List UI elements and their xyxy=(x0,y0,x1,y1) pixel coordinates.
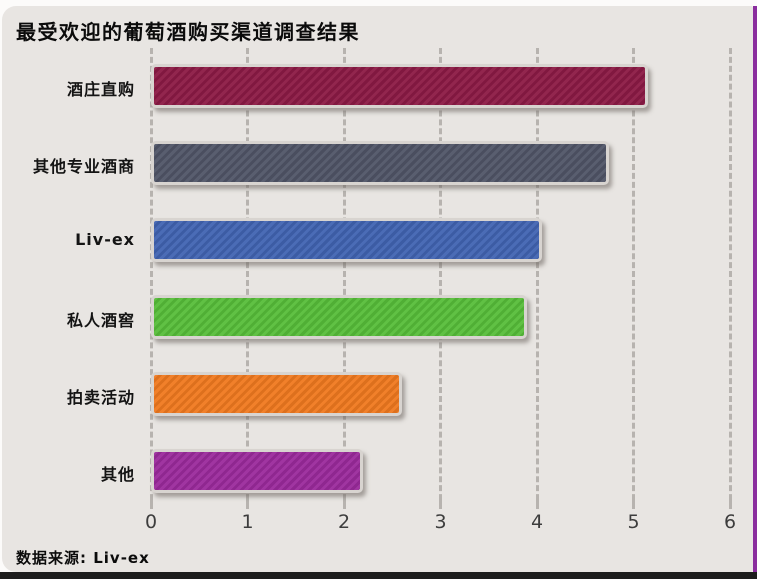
gridline xyxy=(246,48,249,509)
bar-row xyxy=(151,279,730,356)
chart-card: 最受欢迎的葡萄酒购买渠道调查结果 酒庄直购其他专业酒商 Liv-ex 私人酒窖拍卖活… xyxy=(2,6,753,572)
gridline xyxy=(439,48,442,509)
bar-4 xyxy=(151,294,528,339)
axis-tick xyxy=(149,497,153,509)
bar-6 xyxy=(151,448,364,493)
gridline xyxy=(149,48,153,509)
axis-tick-label: 0 xyxy=(144,511,158,533)
gridline xyxy=(632,48,635,509)
bar-5 xyxy=(151,371,402,416)
axis-tick-label: 4 xyxy=(530,511,544,533)
category-label: 私人酒窖 xyxy=(66,310,135,330)
axis-tick xyxy=(728,497,732,509)
bar-row xyxy=(151,432,730,509)
category-labels: 酒庄直购其他专业酒商 Liv-ex 私人酒窖拍卖活动其他 xyxy=(2,48,143,509)
category-label: 酒庄直购 xyxy=(66,80,135,100)
bar-row xyxy=(151,355,730,432)
chart-title: 最受欢迎的葡萄酒购买渠道调查结果 xyxy=(16,20,360,44)
plot-area xyxy=(149,48,732,509)
axis-tick-label: 3 xyxy=(434,511,447,533)
bar-row xyxy=(151,48,730,125)
axis-tick-label: 2 xyxy=(337,511,351,533)
bar-row xyxy=(151,202,730,279)
bottom-band xyxy=(0,572,757,579)
axis-tick-label: 6 xyxy=(723,511,737,533)
gridline xyxy=(728,48,732,509)
axis-tick xyxy=(342,497,346,509)
bar-3 xyxy=(151,218,542,263)
gridline xyxy=(342,48,346,509)
category-label: Liv-ex xyxy=(75,230,135,250)
bar-2 xyxy=(151,141,610,186)
category-label: 拍卖活动 xyxy=(66,387,135,407)
axis-tick xyxy=(632,497,635,509)
right-border-accent xyxy=(753,6,757,572)
axis-tick-label: 1 xyxy=(241,511,254,533)
x-axis: 0 1 2 3 4 5 6 xyxy=(145,511,736,535)
bar-1 xyxy=(151,64,648,109)
category-label: 其他 xyxy=(100,464,135,484)
axis-tick-label: 5 xyxy=(627,511,640,533)
axis-tick xyxy=(246,497,249,509)
category-label: 其他专业酒商 xyxy=(32,157,135,177)
axis-tick xyxy=(535,497,539,509)
bar-row xyxy=(151,125,730,202)
axis-tick xyxy=(439,497,442,509)
gridline xyxy=(535,48,539,509)
source-note: 数据来源: Liv-ex xyxy=(16,549,150,567)
